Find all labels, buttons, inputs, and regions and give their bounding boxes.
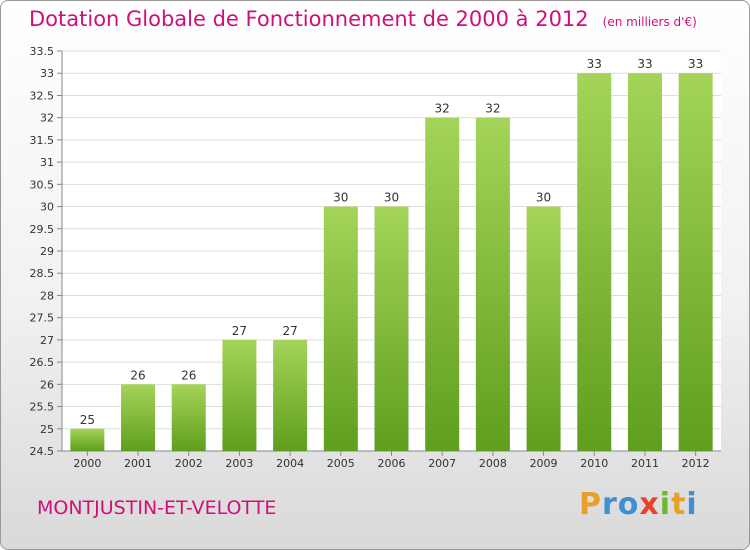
x-tick-label: 2010 <box>580 457 608 470</box>
logo-letter: r <box>602 487 618 522</box>
x-tick-label: 2008 <box>479 457 507 470</box>
x-tick-label: 2011 <box>631 457 659 470</box>
bar <box>323 206 358 451</box>
y-tick-label: 27 <box>40 334 54 347</box>
bar-value-label: 33 <box>688 57 703 71</box>
y-tick-label: 33 <box>40 67 54 80</box>
logo-letter: i <box>659 487 672 522</box>
logo-letter: o <box>617 487 640 522</box>
bar <box>425 117 460 452</box>
bar <box>70 428 105 451</box>
chart-title-text: Dotation Globale de Fonctionnement de 20… <box>29 7 589 31</box>
bar <box>577 73 612 451</box>
logo-letter: P <box>579 487 602 522</box>
y-tick-label: 31 <box>40 156 54 169</box>
bar-value-label: 33 <box>637 57 652 71</box>
logo-letter: x <box>639 487 660 522</box>
bar-value-label: 30 <box>333 191 348 205</box>
bar <box>678 73 713 451</box>
commune-name: MONTJUSTIN-ET-VELOTTE <box>37 497 277 519</box>
x-tick-label: 2012 <box>682 457 710 470</box>
y-tick-label: 29 <box>40 245 54 258</box>
bar-value-label: 26 <box>181 368 196 382</box>
y-tick-label: 31.5 <box>30 134 55 147</box>
bar <box>627 73 662 451</box>
bar-value-label: 32 <box>435 102 450 116</box>
y-tick-label: 25.5 <box>30 401 55 414</box>
y-tick-label: 24.5 <box>30 445 55 458</box>
bar-value-label: 27 <box>282 324 297 338</box>
y-tick-label: 30 <box>40 201 54 214</box>
x-tick-label: 2000 <box>73 457 101 470</box>
chart-title: Dotation Globale de Fonctionnement de 20… <box>29 7 697 31</box>
x-tick-label: 2007 <box>428 457 456 470</box>
bar <box>121 384 156 451</box>
y-tick-label: 32.5 <box>30 89 55 102</box>
logo-letter: t <box>671 487 687 522</box>
x-tick-label: 2005 <box>327 457 355 470</box>
x-tick-label: 2004 <box>276 457 304 470</box>
y-tick-label: 28 <box>40 289 54 302</box>
chart-unit: (en milliers d'€) <box>602 15 697 29</box>
y-tick-label: 29.5 <box>30 223 55 236</box>
logo-letter: i <box>686 487 698 522</box>
proxiti-logo: Proxiti <box>579 487 698 522</box>
y-tick-label: 27.5 <box>30 312 55 325</box>
bar <box>171 384 206 451</box>
x-tick-label: 2002 <box>175 457 203 470</box>
bar <box>273 339 308 451</box>
bar <box>526 206 561 451</box>
bar-value-label: 25 <box>80 413 95 427</box>
y-tick-label: 26.5 <box>30 356 55 369</box>
x-tick-label: 2001 <box>124 457 152 470</box>
x-tick-label: 2003 <box>225 457 253 470</box>
x-tick-label: 2009 <box>530 457 558 470</box>
bar-value-label: 32 <box>485 102 500 116</box>
y-tick-label: 25 <box>40 423 54 436</box>
y-tick-label: 28.5 <box>30 267 55 280</box>
bar-value-label: 33 <box>587 57 602 71</box>
bar-value-label: 30 <box>536 191 551 205</box>
y-tick-label: 26 <box>40 378 54 391</box>
x-tick-label: 2006 <box>378 457 406 470</box>
y-tick-label: 30.5 <box>30 178 55 191</box>
y-tick-label: 32 <box>40 112 54 125</box>
bar <box>475 117 510 452</box>
bar-value-label: 27 <box>232 324 247 338</box>
bar <box>222 339 257 451</box>
bar-value-label: 30 <box>384 191 399 205</box>
y-tick-label: 33.5 <box>30 45 55 58</box>
bar-value-label: 26 <box>130 368 145 382</box>
bar <box>374 206 409 451</box>
